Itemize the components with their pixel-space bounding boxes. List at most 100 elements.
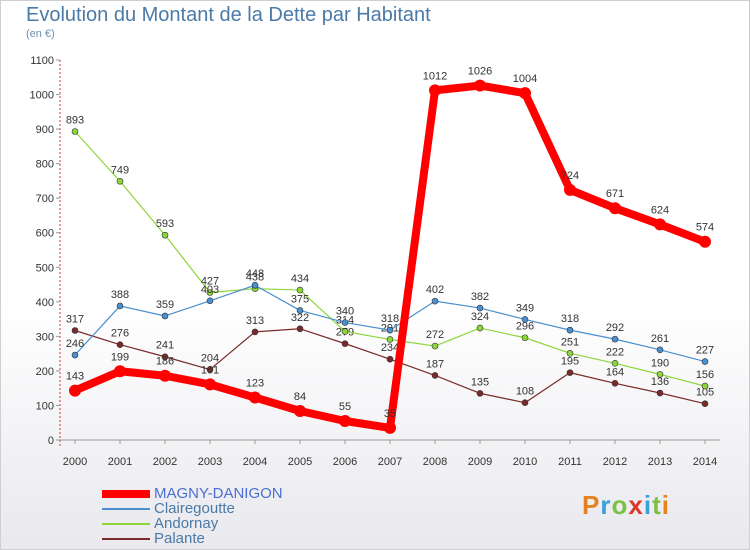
data-point xyxy=(251,281,259,289)
y-tick-label: 100 xyxy=(36,400,54,412)
data-label: 402 xyxy=(426,284,444,296)
data-label: 187 xyxy=(426,358,444,370)
data-point xyxy=(384,421,396,434)
data-point xyxy=(386,336,394,343)
data-label: 1012 xyxy=(423,70,447,82)
data-point xyxy=(654,218,666,231)
data-label: 227 xyxy=(696,345,714,357)
y-tick-label: 200 xyxy=(36,366,54,378)
data-label: 261 xyxy=(651,333,669,345)
data-label: 448 xyxy=(246,268,264,280)
series-palante: 3172762412043133222792341871351081951641… xyxy=(66,312,714,408)
data-label: 276 xyxy=(111,328,129,340)
x-tick-label: 2008 xyxy=(423,456,447,468)
logo-letter: i xyxy=(643,490,653,520)
legend-label: Clairegoutte xyxy=(154,500,235,517)
data-label: 318 xyxy=(561,313,579,325)
y-tick-label: 800 xyxy=(36,159,54,171)
y-tick-label: 900 xyxy=(36,124,54,136)
data-label: 292 xyxy=(606,322,624,334)
data-point xyxy=(161,312,169,320)
data-point xyxy=(206,297,214,305)
data-point xyxy=(611,335,619,343)
data-label: 156 xyxy=(696,369,714,381)
data-point xyxy=(116,302,124,310)
x-tick-label: 2000 xyxy=(63,456,87,468)
data-label: 593 xyxy=(156,218,174,230)
data-point xyxy=(566,326,574,334)
data-point xyxy=(116,341,124,348)
data-label: 161 xyxy=(201,364,219,376)
data-point xyxy=(251,328,259,336)
data-label: 204 xyxy=(201,353,219,365)
data-label: 317 xyxy=(66,313,84,325)
data-label: 123 xyxy=(246,378,264,390)
data-point xyxy=(161,231,169,239)
y-tick-label: 600 xyxy=(36,228,54,240)
data-point xyxy=(114,365,126,378)
data-label: 55 xyxy=(339,401,351,413)
x-tick-label: 2010 xyxy=(513,456,537,468)
x-tick-label: 2007 xyxy=(378,456,402,468)
data-point xyxy=(656,346,664,354)
data-label: 340 xyxy=(336,306,354,318)
x-tick-label: 2009 xyxy=(468,456,492,468)
y-tick-label: 400 xyxy=(36,297,54,309)
data-point xyxy=(476,390,484,397)
proxiti-logo: Proxiti xyxy=(582,490,670,521)
x-tick-label: 2005 xyxy=(288,456,312,468)
data-point xyxy=(341,328,349,335)
data-label: 241 xyxy=(156,340,174,352)
data-label: 438 xyxy=(246,272,264,284)
data-label: 893 xyxy=(66,115,84,127)
data-label: 186 xyxy=(156,356,174,368)
data-label: 105 xyxy=(696,387,714,399)
data-label: 403 xyxy=(201,284,219,296)
legend-label: Palante xyxy=(154,530,205,547)
data-label: 434 xyxy=(291,273,309,285)
data-point xyxy=(159,369,171,382)
y-tick-label: 1100 xyxy=(30,55,54,67)
data-label: 322 xyxy=(291,312,309,324)
data-point xyxy=(564,183,576,196)
y-tick-label: 500 xyxy=(36,262,54,274)
data-label: 296 xyxy=(516,321,534,333)
data-point xyxy=(701,382,709,390)
x-tick-label: 2004 xyxy=(243,456,267,468)
logo-letter: x xyxy=(628,490,644,520)
data-point xyxy=(249,391,261,404)
data-label: 190 xyxy=(651,357,669,369)
data-label: 388 xyxy=(111,289,129,301)
data-point xyxy=(431,297,439,305)
data-point xyxy=(701,400,709,408)
data-point xyxy=(71,327,79,334)
data-label: 324 xyxy=(471,311,489,323)
data-point xyxy=(476,304,484,312)
data-point xyxy=(341,319,349,326)
data-label: 143 xyxy=(66,371,84,383)
logo-letter: P xyxy=(582,490,601,520)
y-tick-label: 0 xyxy=(48,435,54,447)
data-label: 108 xyxy=(516,386,534,398)
data-point xyxy=(386,326,394,334)
x-tick-label: 2002 xyxy=(153,456,177,468)
x-tick-label: 2013 xyxy=(648,456,672,468)
data-point xyxy=(476,324,484,332)
data-label: 1026 xyxy=(468,66,492,78)
data-point xyxy=(521,334,529,342)
x-tick-label: 2006 xyxy=(333,456,357,468)
data-label: 624 xyxy=(651,204,669,216)
data-point xyxy=(699,235,711,248)
series-clairegoutte: 246 388 359 403 448 375 340 318 402 382 349 318 292 2… xyxy=(66,268,714,365)
data-point xyxy=(656,389,664,397)
data-label: 349 xyxy=(516,302,534,314)
data-point xyxy=(611,380,619,387)
x-tick-label: 2003 xyxy=(198,456,222,468)
data-label: 251 xyxy=(561,336,579,348)
data-point xyxy=(701,358,709,365)
data-label: 135 xyxy=(471,376,489,388)
chart-subtitle: (en €) xyxy=(26,28,55,40)
x-tick-label: 2014 xyxy=(693,456,717,468)
